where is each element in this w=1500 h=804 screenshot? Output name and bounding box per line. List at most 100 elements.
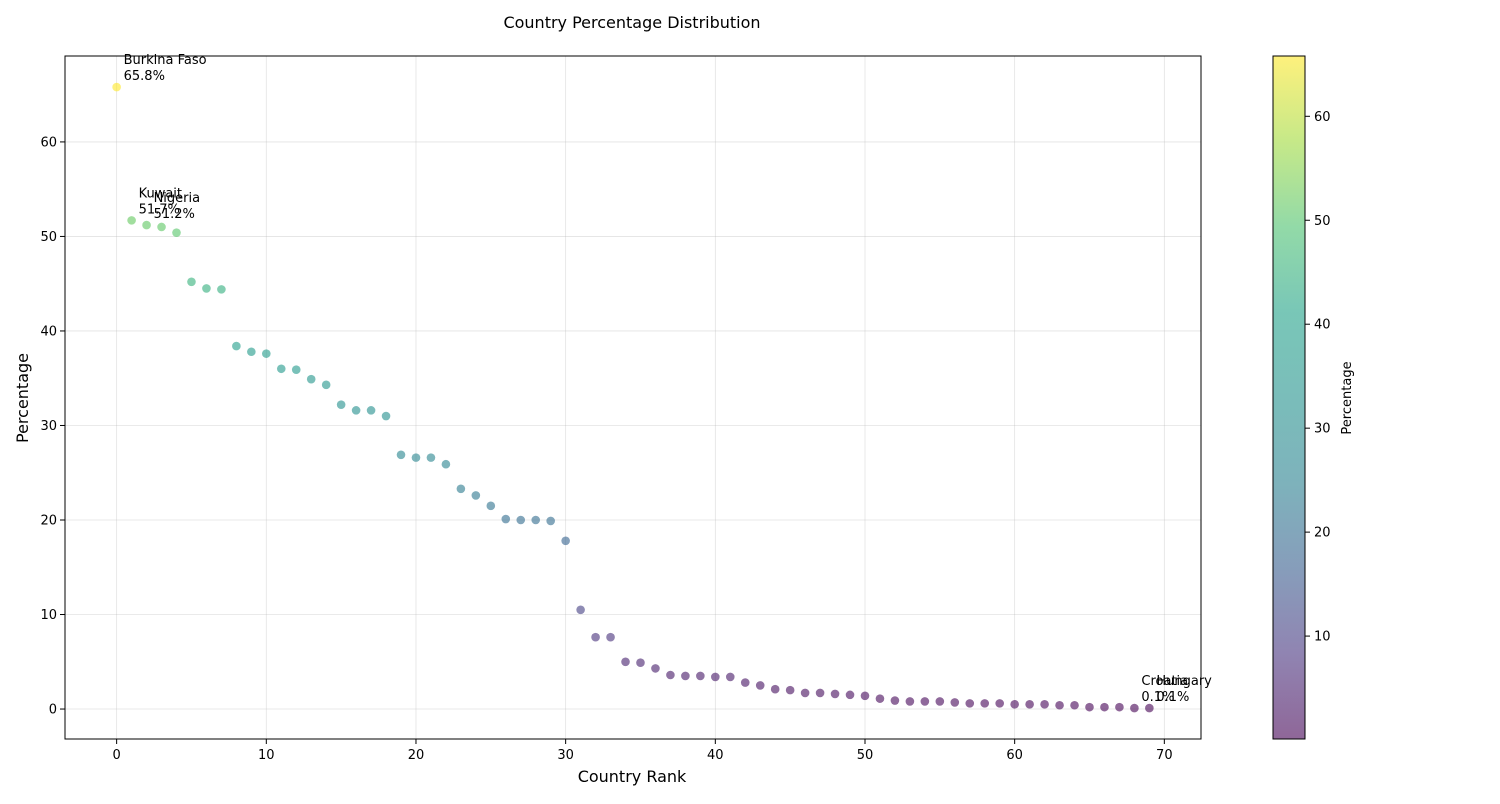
annotation-label: Hungary <box>1156 674 1212 689</box>
data-point <box>172 228 181 237</box>
colorbar-tick-label: 20 <box>1314 526 1331 541</box>
y-tick-label: 10 <box>40 608 57 623</box>
colorbar-tick-label: 40 <box>1314 318 1331 333</box>
data-point <box>1145 703 1154 713</box>
data-point <box>1115 702 1124 712</box>
colorbar-tick-label: 10 <box>1314 630 1331 645</box>
data-point <box>1070 700 1079 710</box>
x-tick-label: 20 <box>408 748 425 763</box>
data-point <box>740 678 750 687</box>
x-tick-label: 40 <box>707 748 724 763</box>
data-point <box>411 453 421 462</box>
data-point <box>666 670 675 680</box>
data-point <box>157 222 166 232</box>
data-point <box>1100 702 1109 712</box>
annotation-value: 0.1% <box>1141 690 1174 705</box>
colorbar-ticks: 10 20 30 40 50 60 <box>1305 110 1331 645</box>
x-tick-label: 0 <box>112 748 120 763</box>
data-point <box>800 688 810 698</box>
data-point <box>381 411 391 421</box>
chart-title: Country Percentage Distribution <box>503 13 760 32</box>
x-tick-label: 10 <box>258 748 275 763</box>
y-axis-ticks: 0 10 20 30 40 50 60 <box>40 135 65 718</box>
data-point <box>217 285 226 294</box>
data-point <box>785 685 795 695</box>
data-point <box>471 491 481 500</box>
colorbar-frame <box>1272 55 1306 740</box>
data-point <box>486 501 496 511</box>
data-point <box>725 672 735 682</box>
data-point <box>890 696 900 705</box>
colorbar: 10 20 30 40 50 60 Percentage <box>1272 55 1355 740</box>
data-point <box>770 684 780 694</box>
data-point <box>321 380 331 390</box>
y-tick-label: 50 <box>40 230 57 245</box>
data-point <box>276 364 286 374</box>
data-point <box>262 349 271 358</box>
annotation-value: 65.8% <box>124 69 165 84</box>
data-point <box>247 347 256 357</box>
data-point <box>396 450 406 460</box>
data-point <box>830 689 840 699</box>
data-point <box>636 658 645 668</box>
data-point <box>441 459 451 469</box>
annotation-label: Croatia <box>1141 674 1188 689</box>
x-axis-label: Country Rank <box>578 767 687 786</box>
data-point <box>127 216 136 225</box>
x-tick-label: 60 <box>1006 748 1023 763</box>
data-point <box>426 453 436 462</box>
y-tick-label: 20 <box>40 513 57 528</box>
data-point <box>1130 703 1139 713</box>
y-tick-label: 30 <box>40 419 57 434</box>
data-point <box>336 400 346 409</box>
annotation-label: Kuwait <box>139 186 182 201</box>
data-point <box>187 277 196 287</box>
data-point <box>681 671 690 681</box>
data-point <box>366 406 376 415</box>
data-point <box>606 632 615 642</box>
colorbar-tick-label: 50 <box>1314 214 1331 229</box>
data-point <box>980 699 990 708</box>
data-point <box>351 406 361 415</box>
data-point <box>815 688 825 698</box>
colorbar-tick-label: 60 <box>1314 110 1331 125</box>
data-point <box>306 374 316 384</box>
data-point <box>202 284 211 293</box>
data-point <box>1010 700 1019 709</box>
data-point <box>112 82 121 92</box>
data-point <box>651 664 660 673</box>
data-point <box>142 220 151 230</box>
data-point <box>1025 700 1034 709</box>
data-point <box>935 697 945 706</box>
data-point <box>291 365 301 375</box>
y-tick-label: 40 <box>40 324 57 339</box>
data-point <box>905 697 915 706</box>
data-point <box>920 697 930 706</box>
colorbar-tick-label: 30 <box>1314 422 1331 437</box>
data-point <box>1040 700 1049 709</box>
data-point <box>1055 700 1064 710</box>
data-point <box>755 681 765 690</box>
data-point <box>950 698 960 707</box>
data-point <box>696 671 705 681</box>
x-tick-label: 50 <box>857 748 874 763</box>
annotation-value: 51.7% <box>139 202 180 217</box>
y-axis-label: Percentage <box>13 353 32 443</box>
data-point <box>501 514 511 524</box>
data-point <box>516 515 526 525</box>
colorbar-gradient <box>1273 56 1305 739</box>
x-tick-label: 70 <box>1156 748 1173 763</box>
x-axis-ticks: 0 10 20 30 40 50 60 70 <box>112 739 1173 763</box>
colorbar-label: Percentage <box>1340 361 1355 434</box>
data-point <box>561 536 570 546</box>
data-point <box>995 699 1004 708</box>
data-point <box>576 605 585 615</box>
data-points <box>112 82 1154 713</box>
annotation-label: Nigeria <box>154 191 201 206</box>
x-tick-label: 30 <box>557 748 574 763</box>
grid-lines <box>65 56 1201 739</box>
annotation-value: 0.1% <box>1156 690 1189 705</box>
data-point <box>621 657 630 667</box>
